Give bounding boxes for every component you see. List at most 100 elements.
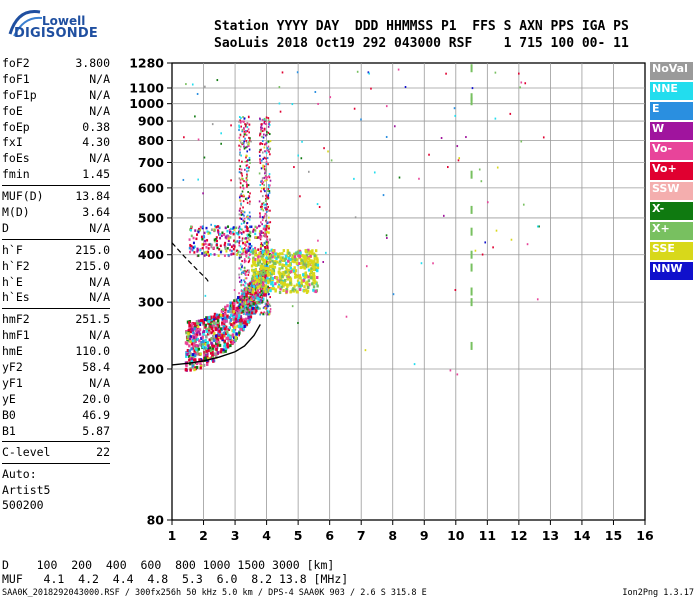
echo-dot bbox=[248, 253, 251, 256]
echo-dot bbox=[264, 293, 266, 296]
echo-dot bbox=[242, 210, 245, 213]
echo-dot bbox=[230, 245, 233, 248]
echo-dot bbox=[257, 275, 260, 279]
echo-dot bbox=[265, 214, 268, 217]
echo-dot bbox=[248, 166, 250, 169]
echo-dot bbox=[215, 341, 218, 345]
echo-dot bbox=[246, 301, 248, 304]
echo-dot bbox=[312, 268, 315, 272]
echo-dot bbox=[265, 304, 268, 307]
echo-dot bbox=[237, 251, 240, 254]
echo-dot bbox=[216, 319, 220, 323]
echo-dot bbox=[308, 259, 311, 263]
echo-dot bbox=[298, 287, 302, 291]
echo-dot bbox=[520, 140, 523, 143]
echo-dot bbox=[185, 354, 188, 358]
echo-dot bbox=[193, 358, 197, 362]
echo-dot bbox=[266, 130, 268, 133]
lowell-digisonde-logo: Lowell DIGISONDE bbox=[4, 4, 114, 44]
echo-dot bbox=[251, 251, 255, 255]
echo-dot bbox=[294, 273, 298, 277]
echo-dot bbox=[235, 311, 238, 315]
echo-dot bbox=[265, 133, 268, 136]
param-row: h`F 215.0 bbox=[2, 243, 110, 259]
echo-dot bbox=[239, 133, 242, 136]
echo-dot bbox=[253, 260, 257, 264]
echo-dot bbox=[287, 259, 290, 263]
echo-dot bbox=[418, 177, 420, 180]
echo-dot bbox=[196, 344, 199, 348]
echo-dot bbox=[254, 307, 257, 311]
x-tick-label: 8 bbox=[388, 528, 397, 543]
echo-dot bbox=[260, 262, 264, 266]
echo-dot bbox=[253, 292, 256, 296]
echo-dot bbox=[260, 124, 263, 127]
echo-dot bbox=[271, 270, 274, 274]
echo-dot bbox=[267, 302, 270, 305]
echo-dot bbox=[252, 309, 256, 313]
echo-dot bbox=[195, 320, 199, 324]
echo-dot bbox=[286, 277, 290, 281]
echo-dot bbox=[246, 201, 249, 204]
echo-dot bbox=[233, 289, 236, 292]
echo-dot bbox=[194, 326, 198, 330]
echo-dot bbox=[259, 238, 262, 241]
echo-dot bbox=[212, 323, 215, 327]
echo-dot bbox=[193, 251, 196, 254]
echo-dot bbox=[246, 298, 249, 302]
echo-dot bbox=[238, 276, 241, 279]
param-row: fmin 1.45 bbox=[2, 167, 110, 183]
echo-dot bbox=[244, 287, 248, 291]
echo-dot bbox=[520, 81, 523, 84]
echo-dot bbox=[192, 358, 195, 362]
echo-dot bbox=[246, 250, 249, 253]
echo-dot bbox=[279, 287, 282, 291]
echo-dot bbox=[329, 96, 332, 99]
echo-dot bbox=[307, 285, 310, 289]
echo-dot bbox=[235, 314, 239, 318]
echo-dot bbox=[204, 323, 208, 327]
echo-dot bbox=[224, 247, 227, 251]
echo-dot bbox=[240, 284, 242, 287]
echo-dot bbox=[205, 318, 209, 322]
echo-dot bbox=[279, 277, 282, 281]
echo-dot bbox=[266, 277, 269, 281]
echo-dot bbox=[267, 265, 269, 268]
echo-dot bbox=[238, 240, 241, 243]
echo-dot bbox=[268, 190, 271, 193]
echo-dot bbox=[206, 340, 209, 344]
echo-dot bbox=[243, 279, 245, 282]
echo-dot bbox=[242, 206, 244, 209]
x-tick-label: 7 bbox=[357, 528, 366, 543]
echo-dot bbox=[278, 102, 281, 105]
echo-dot bbox=[227, 309, 230, 313]
echo-dot bbox=[246, 141, 248, 144]
echo-dot bbox=[215, 239, 218, 243]
echo-dot bbox=[247, 283, 250, 287]
echo-dot bbox=[239, 306, 241, 309]
muf-value-row: MUF 4.1 4.2 4.4 4.8 5.3 6.0 8.2 13.8 [MH… bbox=[2, 572, 349, 586]
echo-dot bbox=[204, 340, 207, 344]
echo-dot bbox=[275, 276, 278, 280]
echo-dot bbox=[220, 309, 224, 313]
echo-dot bbox=[239, 303, 241, 306]
echo-dot bbox=[232, 247, 235, 251]
echo-dot bbox=[256, 258, 260, 262]
echo-dot bbox=[266, 313, 269, 316]
echo-dot bbox=[237, 232, 240, 235]
echo-dot bbox=[247, 248, 249, 251]
echo-dot bbox=[241, 266, 243, 269]
echo-dot bbox=[311, 249, 314, 253]
echo-dot bbox=[227, 243, 230, 246]
echo-dot bbox=[299, 251, 302, 255]
echo-dot bbox=[248, 308, 251, 311]
echo-dot bbox=[217, 336, 221, 340]
echo-dot bbox=[261, 202, 263, 205]
echo-dot bbox=[298, 262, 301, 266]
echo-dot bbox=[249, 292, 252, 296]
echo-dot bbox=[238, 136, 241, 139]
param-text: Auto: bbox=[2, 467, 37, 482]
echo-dot bbox=[264, 279, 267, 283]
echo-dot bbox=[270, 248, 273, 252]
y-tick-label: 400 bbox=[138, 247, 164, 262]
